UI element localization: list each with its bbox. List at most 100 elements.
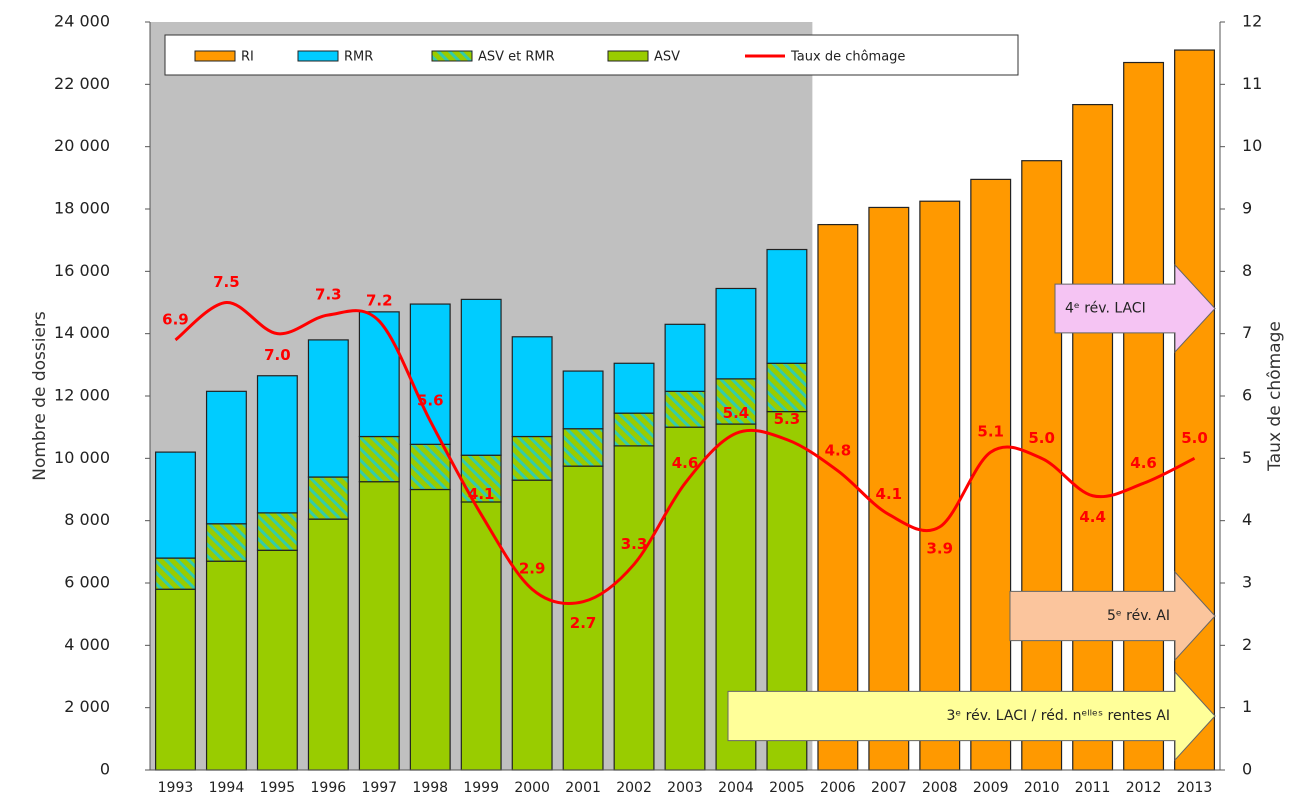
bar bbox=[409, 443, 451, 491]
x-tick-label: 2001 bbox=[565, 780, 601, 796]
x-tick-label: 1997 bbox=[361, 780, 397, 796]
bar bbox=[562, 428, 604, 467]
annotation: 4ᵉ rév. LACI bbox=[1065, 301, 1146, 317]
bar bbox=[155, 557, 196, 590]
y-tick-label: 6 000 bbox=[64, 573, 110, 592]
bar bbox=[1072, 103, 1114, 771]
data-label: 4.1 bbox=[876, 485, 903, 503]
legend-label: Taux de chômage bbox=[790, 50, 905, 65]
legend-label: ASV et RMR bbox=[478, 50, 555, 65]
y-tick-label: 10 000 bbox=[54, 448, 110, 467]
x-tick-label: 1994 bbox=[209, 780, 245, 796]
x-tick-label: 2002 bbox=[616, 780, 652, 796]
bar bbox=[613, 445, 655, 771]
data-label: 5.0 bbox=[1181, 429, 1208, 447]
annotation: 5ᵉ rév. AI bbox=[1107, 608, 1170, 624]
x-tick-label: 2004 bbox=[718, 780, 754, 796]
legend-label: ASV bbox=[654, 50, 680, 65]
y-tick-label: 0 bbox=[100, 760, 110, 779]
bar bbox=[358, 481, 400, 771]
bar bbox=[307, 476, 349, 520]
bar bbox=[460, 501, 502, 771]
bar bbox=[970, 178, 1012, 771]
bar bbox=[358, 311, 400, 438]
y2-tick-label: 12 bbox=[1242, 12, 1262, 31]
bar bbox=[358, 435, 400, 483]
bar bbox=[256, 549, 298, 771]
y2-tick-label: 5 bbox=[1242, 448, 1252, 467]
x-tick-label: 2010 bbox=[1024, 780, 1060, 796]
legend-swatch bbox=[431, 50, 473, 62]
bar bbox=[613, 362, 655, 414]
data-label: 7.2 bbox=[366, 292, 393, 310]
data-label: 5.3 bbox=[774, 410, 801, 428]
bar bbox=[205, 523, 247, 562]
bar bbox=[1123, 61, 1165, 771]
bar bbox=[919, 200, 961, 771]
data-label: 4.6 bbox=[672, 454, 699, 472]
data-label: 5.4 bbox=[723, 404, 750, 422]
bar bbox=[817, 223, 859, 771]
data-label: 4.6 bbox=[1130, 454, 1157, 472]
bar bbox=[766, 248, 808, 364]
bar bbox=[205, 560, 247, 771]
y2-tick-label: 1 bbox=[1242, 697, 1252, 716]
bar bbox=[868, 206, 910, 771]
x-tick-label: 1993 bbox=[158, 780, 194, 796]
x-tick-label: 2007 bbox=[871, 780, 907, 796]
data-label: 5.0 bbox=[1028, 429, 1055, 447]
x-tick-label: 2006 bbox=[820, 780, 856, 796]
x-tick-label: 2009 bbox=[973, 780, 1009, 796]
data-label: 7.0 bbox=[264, 346, 291, 364]
annotation-arrow bbox=[1054, 263, 1216, 354]
x-tick-label: 1996 bbox=[311, 780, 347, 796]
x-tick-label: 2003 bbox=[667, 780, 703, 796]
x-tick-label: 2000 bbox=[514, 780, 550, 796]
bar bbox=[155, 588, 196, 771]
bar bbox=[664, 323, 706, 392]
y-tick-label: 20 000 bbox=[54, 136, 110, 155]
y2-tick-label: 2 bbox=[1242, 635, 1252, 654]
bar bbox=[1021, 160, 1063, 771]
bar bbox=[715, 378, 757, 425]
y-tick-label: 18 000 bbox=[54, 199, 110, 218]
bar bbox=[664, 390, 706, 428]
data-label: 6.9 bbox=[162, 310, 189, 328]
y2-tick-label: 6 bbox=[1242, 386, 1252, 405]
data-label: 5.6 bbox=[417, 391, 444, 409]
bar bbox=[155, 451, 196, 559]
y-tick-label: 22 000 bbox=[54, 74, 110, 93]
legend-swatch bbox=[297, 50, 339, 62]
bar bbox=[715, 287, 757, 380]
y2-tick-label: 3 bbox=[1242, 573, 1252, 592]
annotation-arrow bbox=[727, 670, 1216, 762]
y2-tick-label: 7 bbox=[1242, 323, 1252, 342]
bar bbox=[205, 390, 247, 525]
legend-label: RMR bbox=[344, 50, 373, 65]
bar bbox=[766, 362, 808, 413]
x-tick-label: 2012 bbox=[1126, 780, 1162, 796]
data-label: 3.9 bbox=[926, 539, 953, 557]
data-label: 2.9 bbox=[519, 560, 546, 578]
data-label: 4.4 bbox=[1079, 508, 1106, 526]
bar bbox=[511, 336, 553, 438]
y-tick-label: 8 000 bbox=[64, 510, 110, 529]
x-tick-label: 2008 bbox=[922, 780, 958, 796]
x-tick-label: 2005 bbox=[769, 780, 805, 796]
data-label: 2.7 bbox=[570, 614, 597, 632]
data-label: 5.1 bbox=[977, 423, 1004, 441]
y-tick-label: 24 000 bbox=[54, 12, 110, 31]
y2-tick-label: 10 bbox=[1242, 136, 1262, 155]
data-label: 4.8 bbox=[825, 441, 852, 459]
bar bbox=[511, 435, 553, 481]
y2-tick-label: 9 bbox=[1242, 199, 1252, 218]
bar bbox=[256, 375, 298, 514]
y-tick-label: 12 000 bbox=[54, 386, 110, 405]
legend-swatch bbox=[194, 50, 236, 62]
y2-tick-label: 8 bbox=[1242, 261, 1252, 280]
y2-axis-label: Taux de chômage bbox=[1265, 321, 1285, 472]
y-tick-label: 14 000 bbox=[54, 323, 110, 342]
x-tick-label: 2013 bbox=[1177, 780, 1213, 796]
y2-tick-label: 4 bbox=[1242, 510, 1252, 529]
